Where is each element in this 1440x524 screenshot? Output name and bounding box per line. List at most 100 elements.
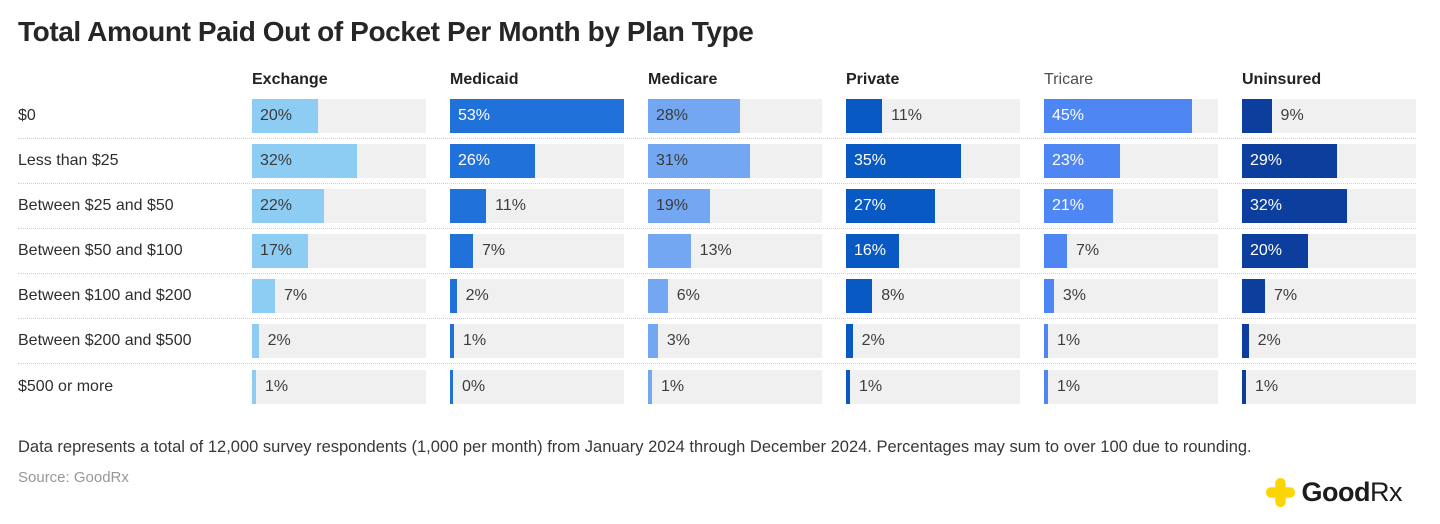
bar-value-label: 3% — [1062, 287, 1086, 304]
bar-track-exchange: 1% — [252, 369, 426, 404]
footnote: Data represents a total of 12,000 survey… — [18, 438, 1252, 456]
row-label: Between $100 and $200 — [18, 287, 192, 305]
bar-medicaid — [450, 324, 454, 358]
bar-track-tricare: 1% — [1044, 369, 1218, 404]
bar-value-label: 1% — [859, 377, 883, 395]
bar-track-uninsured: 2% — [1242, 324, 1416, 358]
bar-value-label: 1% — [1255, 377, 1279, 395]
bar-medicaid — [450, 234, 473, 268]
bar-track-medicare: 3% — [648, 324, 822, 358]
bar-medicaid: 26% — [450, 144, 536, 178]
row-label: $500 or more — [18, 377, 114, 395]
bar-uninsured: 32% — [1242, 189, 1348, 223]
bar-value-label: 1% — [1057, 377, 1081, 395]
bar-value-label: 3% — [666, 332, 690, 349]
bar-track-medicaid: 1% — [450, 324, 624, 358]
bar-track-medicare: 31% — [648, 144, 822, 178]
bar-value-label: 32% — [1250, 197, 1283, 214]
bar-track-uninsured: 29% — [1242, 144, 1416, 178]
bar-medicare: 19% — [648, 189, 711, 223]
column-header-medicaid: Medicaid — [450, 71, 519, 88]
bar-track-uninsured: 7% — [1242, 279, 1416, 313]
bar-track-private: 11% — [846, 99, 1020, 133]
bar-value-label: 9% — [1280, 107, 1304, 124]
bar-track-medicare: 19% — [648, 189, 822, 223]
bar-tricare: 21% — [1044, 189, 1113, 223]
bar-exchange: 32% — [252, 144, 358, 178]
bar-private: 27% — [846, 189, 935, 223]
table-row: $500 or more 1% 0% 1% 1% 1% 1% — [18, 364, 1416, 409]
bar-uninsured — [1242, 279, 1265, 313]
brand-light-text: Rx — [1370, 477, 1403, 507]
bar-value-label: 6% — [676, 287, 700, 304]
bar-private — [846, 324, 853, 358]
table-row: Less than $25 32% 26% 31% 35% 23% 29% — [18, 139, 1416, 184]
column-header-tricare: Tricare — [1044, 71, 1094, 88]
bar-private — [846, 99, 883, 133]
bar-track-medicare: 13% — [648, 234, 822, 268]
bar-exchange — [252, 279, 275, 313]
bar-value-label: 21% — [1052, 197, 1085, 214]
bar-medicare — [648, 279, 668, 313]
bar-track-private: 27% — [846, 189, 1020, 223]
bar-value-label: 2% — [861, 332, 885, 349]
chart-grid: $0 20% 53% 28% 11% 45% 9% Less than $25 32% 26% 31… — [18, 94, 1416, 409]
bar-track-medicaid: 26% — [450, 144, 624, 178]
table-row: Between $200 and $500 2% 1% 3% 2% 1% 2% — [18, 319, 1416, 364]
bar-track-tricare: 7% — [1044, 234, 1218, 268]
bar-track-tricare: 23% — [1044, 144, 1218, 178]
goodrx-wordmark: GoodRx — [1301, 477, 1403, 507]
bar-track-medicaid: 11% — [450, 189, 624, 223]
bar-track-exchange: 22% — [252, 189, 426, 223]
bar-value-label: 32% — [260, 152, 293, 169]
bar-value-label: 2% — [1257, 332, 1281, 349]
table-row: $0 20% 53% 28% 11% 45% 9% — [18, 94, 1416, 139]
bar-track-medicare: 6% — [648, 279, 822, 313]
bar-tricare — [1044, 234, 1067, 268]
bar-track-uninsured: 20% — [1242, 234, 1416, 268]
bar-value-label: 1% — [1057, 332, 1081, 349]
source-credit: Source: GoodRx — [18, 468, 129, 486]
bar-private: 16% — [846, 234, 899, 268]
goodrx-plus-icon — [1265, 478, 1295, 507]
bar-value-label: 11% — [891, 107, 922, 124]
bar-track-medicaid: 53% — [450, 99, 624, 133]
bar-track-exchange: 2% — [252, 324, 426, 358]
table-row: Between $100 and $200 7% 2% 6% 8% 3% 7% — [18, 274, 1416, 319]
bar-track-medicaid: 7% — [450, 234, 624, 268]
bar-value-label: 1% — [463, 332, 487, 349]
bar-value-label: 27% — [854, 197, 887, 214]
bar-tricare — [1044, 279, 1054, 313]
bar-uninsured: 20% — [1242, 234, 1308, 268]
bar-value-label: 2% — [267, 332, 291, 349]
bar-exchange — [252, 324, 259, 358]
row-label: Less than $25 — [18, 152, 119, 170]
bar-track-medicare: 1% — [648, 369, 822, 404]
bar-value-label: 20% — [260, 107, 293, 124]
table-row: Between $25 and $50 22% 11% 19% 27% 21% 32% — [18, 184, 1416, 229]
bar-medicare: 28% — [648, 99, 740, 133]
column-header-row: Exchange Medicaid Medicare Private Tricare Un… — [18, 68, 1416, 92]
bar-value-label: 45% — [1052, 107, 1085, 124]
bar-value-label: 7% — [283, 287, 308, 304]
bar-track-tricare: 1% — [1044, 324, 1218, 358]
bar-medicare — [648, 369, 652, 404]
bar-value-label: 16% — [854, 242, 887, 259]
bar-medicaid — [450, 189, 487, 223]
bar-value-label: 31% — [656, 152, 689, 169]
bar-medicaid: 53% — [450, 99, 624, 133]
bar-track-tricare: 21% — [1044, 189, 1218, 223]
bar-tricare — [1044, 324, 1048, 358]
bar-track-exchange: 32% — [252, 144, 426, 178]
column-header-uninsured: Uninsured — [1242, 71, 1322, 88]
bar-medicare — [648, 324, 658, 358]
bar-value-label: 28% — [656, 107, 689, 124]
brand-bold-text: Good — [1301, 477, 1371, 507]
bar-uninsured: 29% — [1242, 144, 1338, 178]
row-label: $0 — [18, 107, 36, 125]
bar-tricare — [1044, 369, 1048, 404]
bar-private — [846, 279, 873, 313]
bar-track-exchange: 7% — [252, 279, 426, 313]
bar-track-medicare: 28% — [648, 99, 822, 133]
bar-track-medicaid: 0% — [450, 369, 624, 404]
